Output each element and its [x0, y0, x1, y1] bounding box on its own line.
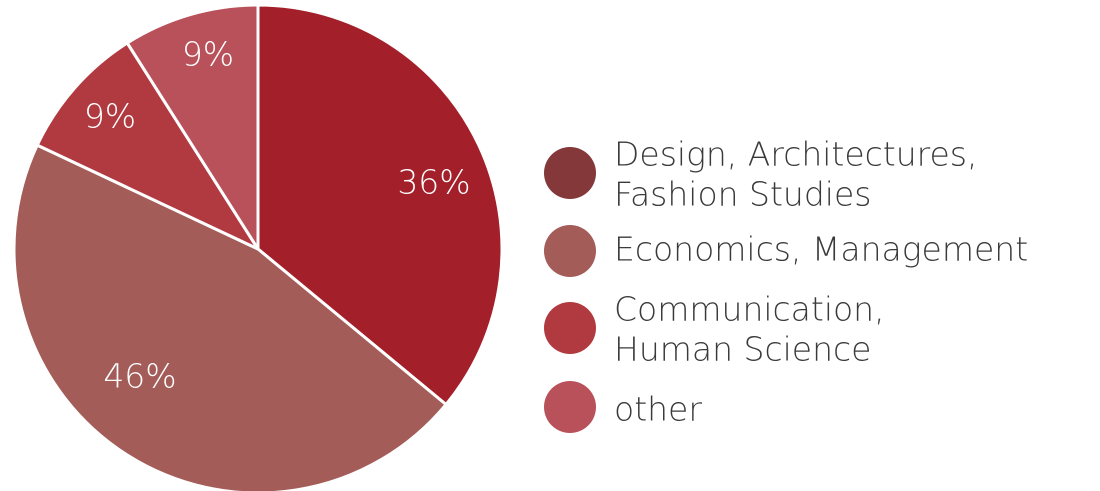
legend-label-1-line-2: Fashion Studies: [614, 175, 871, 214]
legend-label-3-line-2: Human Science: [614, 330, 871, 369]
pie-slice-4: [125, 3, 260, 251]
pie-slice-3: [35, 41, 260, 251]
pie-slice-label-2: 46%: [103, 357, 176, 396]
legend-item-1: Design, Architectures,Fashion Studies: [544, 135, 977, 214]
pie-slice-label-1: 36%: [397, 163, 470, 202]
pie-slices: [12, 3, 504, 491]
legend-label-2-line-1: Economics, Management: [614, 230, 1028, 269]
legend-item-4: other: [544, 381, 702, 433]
legend-item-3: Communication,Human Science: [544, 290, 885, 369]
legend-swatch-2: [544, 225, 596, 277]
legend-label-1-line-1: Design, Architectures,: [614, 135, 977, 174]
legend-swatch-3: [544, 302, 596, 354]
legend-label-4-line-1: other: [614, 390, 702, 429]
legend-swatch-4: [544, 381, 596, 433]
legend-label-3-line-1: Communication,: [614, 290, 885, 329]
pie-slice-labels: 36% 46% 9% 9%: [84, 35, 471, 396]
legend-swatch-1: [544, 147, 596, 199]
pie-slice-label-4: 9%: [182, 35, 234, 74]
legend-item-2: Economics, Management: [544, 225, 1028, 277]
pie-slice-label-3: 9%: [84, 97, 136, 136]
legend: Design, Architectures,Fashion Studies Eco…: [544, 135, 1028, 433]
pie-slice-1: [256, 3, 504, 407]
pie-slice-2: [12, 143, 448, 491]
